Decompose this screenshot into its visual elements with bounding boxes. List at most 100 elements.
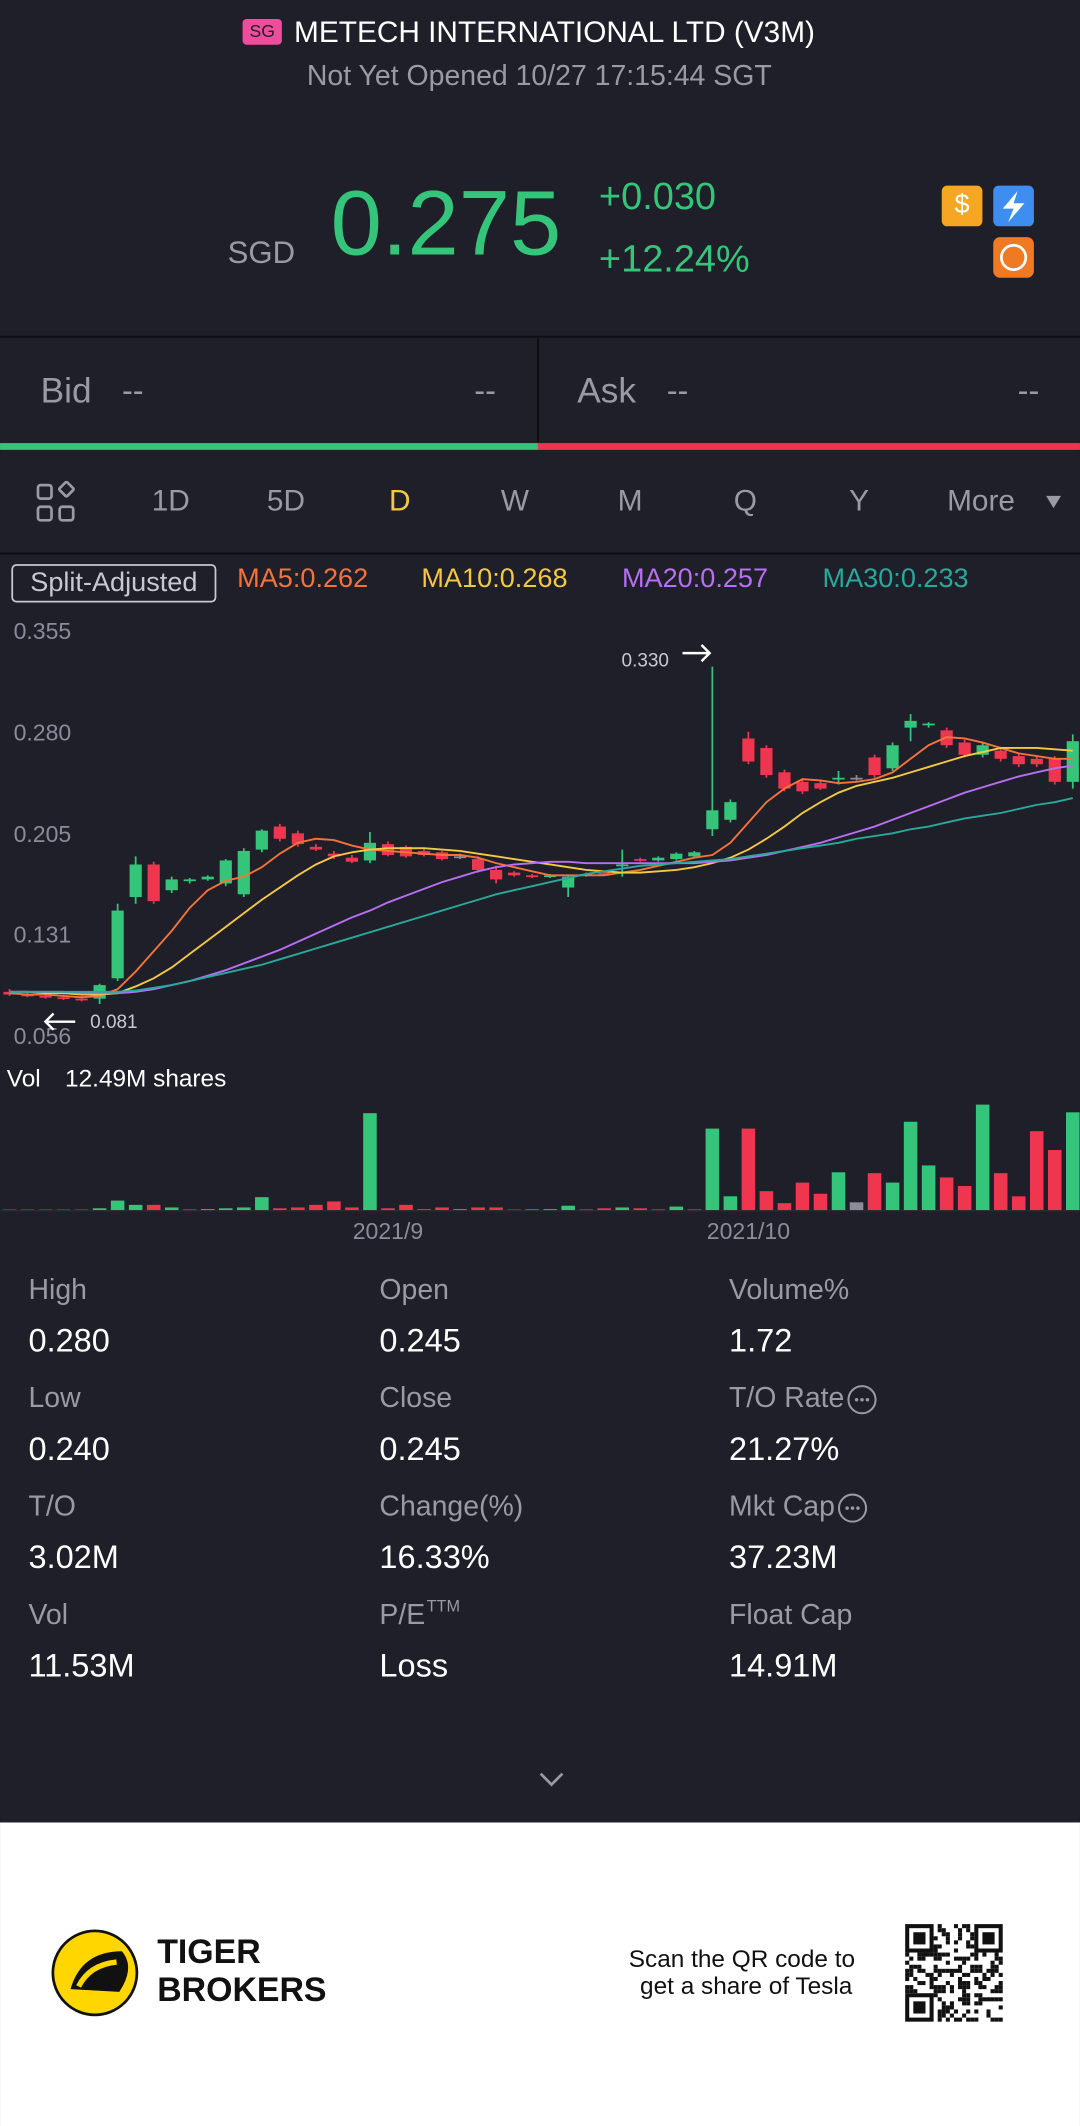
period-tab[interactable]: M: [618, 485, 643, 518]
candle-body: [381, 844, 395, 856]
layout-icon[interactable]: [36, 480, 75, 522]
qr-module: [921, 1981, 926, 1986]
qr-module: [994, 1964, 999, 1969]
info-icon[interactable]: [847, 1385, 877, 1415]
qr-module: [909, 1964, 914, 1969]
volume-bar: [1047, 1150, 1062, 1211]
volume-bar: [453, 1209, 467, 1211]
stat-value: 0.245: [379, 1322, 460, 1358]
candle-body: [471, 859, 485, 870]
qr-module: [937, 1989, 942, 1994]
split-badge-frame: [11, 564, 217, 603]
info-icon-dot: [856, 1506, 860, 1510]
qr-module: [941, 2005, 946, 2010]
period-tab[interactable]: W: [501, 485, 530, 518]
stat-value: 16.33%: [379, 1539, 489, 1575]
volume-bar: [903, 1121, 918, 1211]
candle-body: [922, 723, 935, 726]
qr-module: [974, 2009, 979, 2014]
qr-module: [958, 1985, 963, 1990]
qr-module: [933, 1964, 938, 1969]
stat-value: 11.53M: [28, 1648, 134, 1684]
qr-module: [929, 1952, 934, 1957]
qr-module: [970, 2017, 975, 2022]
qr-module: [917, 1952, 922, 1957]
stat-label: Change(%): [379, 1491, 523, 1523]
volume-bar: [471, 1207, 485, 1211]
qr-module: [905, 1960, 910, 1965]
stat-value: 21.27%: [729, 1431, 839, 1467]
candle-body: [976, 745, 989, 755]
qr-module: [982, 1985, 987, 1990]
volume-bar: [993, 1173, 1008, 1211]
candle-body: [994, 750, 1007, 759]
volume-bar: [741, 1128, 756, 1211]
candle-body: [165, 879, 178, 891]
qr-module: [953, 2017, 959, 2022]
qr-module: [958, 1932, 963, 1937]
qr-module: [933, 1948, 938, 1953]
short-icon[interactable]: [993, 237, 1034, 278]
info-icon-dot: [854, 1397, 859, 1402]
volume-bar: [939, 1177, 954, 1211]
volume-bar: [399, 1204, 413, 1211]
volume-bar: [597, 1208, 612, 1211]
ma-legend: MA10:0.268: [421, 562, 567, 593]
stat-label: P/E: [379, 1599, 425, 1631]
volume-bar: [921, 1165, 936, 1211]
split-badge[interactable]: Split-Adjusted: [30, 566, 197, 597]
qr-module: [962, 1997, 967, 2002]
qr-module: [978, 1968, 983, 1973]
volume-bar: [813, 1193, 828, 1211]
period-tab[interactable]: 1D: [152, 485, 190, 518]
ma-line: [9, 736, 1073, 999]
qr-module: [962, 1924, 967, 1929]
qr-module: [925, 1952, 930, 1957]
qr-module: [909, 1985, 914, 1990]
period-tab[interactable]: More: [947, 485, 1015, 518]
qr-module: [970, 1932, 975, 1937]
qr-module: [994, 1989, 999, 1994]
period-tab[interactable]: D: [389, 485, 411, 518]
qr-module: [962, 2013, 967, 2018]
qr-module: [966, 2001, 971, 2006]
qr-module: [933, 1968, 938, 1973]
short-icon-glyph: [1000, 243, 1028, 272]
candle-body: [724, 802, 737, 820]
flash-icon-glyph: [1002, 191, 1025, 223]
period-tab[interactable]: 5D: [267, 485, 305, 518]
price-change: +0.030: [599, 176, 716, 218]
qr-module: [982, 1997, 987, 2002]
volume-bar: [435, 1207, 449, 1211]
qr-module: [953, 2009, 959, 2014]
low-arrow: [43, 1012, 76, 1031]
stat-value: 3.02M: [28, 1539, 118, 1575]
info-icon[interactable]: [837, 1493, 868, 1523]
qr-module: [917, 1968, 922, 1973]
qr-module: [941, 1952, 946, 1957]
volume-bar: [1011, 1196, 1026, 1211]
qr-module: [905, 1976, 910, 1982]
qr-module: [958, 1997, 963, 2002]
y-tick-label: 0.131: [14, 921, 72, 947]
qr-module: [949, 2005, 954, 2010]
y-tick-label: 0.355: [14, 618, 72, 644]
expand-chevron[interactable]: [539, 1772, 564, 1787]
candle-body: [742, 738, 755, 762]
dividend-icon[interactable]: [941, 185, 983, 227]
qr-module: [966, 1993, 971, 1998]
candle-body: [526, 875, 539, 878]
last-price: 0.275: [331, 172, 562, 275]
qr-module: [990, 1997, 995, 2002]
period-tab[interactable]: Q: [734, 485, 757, 518]
qr-module: [905, 1985, 910, 1990]
volume-bar: [363, 1113, 377, 1211]
qr-module: [986, 1997, 991, 2002]
qr-module: [990, 1960, 995, 1965]
volume-bar: [975, 1104, 990, 1211]
period-tab[interactable]: Y: [849, 485, 869, 518]
qr-module: [937, 1985, 942, 1990]
stat-value: 0.240: [28, 1431, 109, 1467]
qr-module: [962, 2001, 967, 2006]
bid-size: --: [474, 373, 496, 409]
